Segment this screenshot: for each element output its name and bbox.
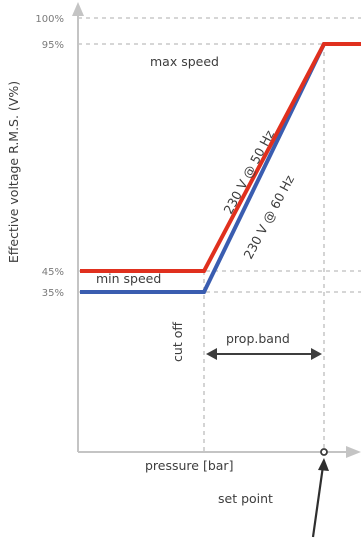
x-axis-label: pressure [bar] (145, 458, 233, 473)
series-line-60hz (80, 42, 361, 294)
set-point-pointer-head (318, 458, 329, 471)
set-point-pointer (311, 465, 325, 538)
max-speed-label: max speed (150, 54, 219, 69)
y-axis-arrowhead (72, 2, 84, 16)
prop-band-label: prop.band (226, 331, 290, 346)
y-tick-45: 45% (42, 267, 64, 278)
y-axis-label: Effective voltage R.M.S. (V%) (6, 81, 21, 263)
y-tick-100: 100% (35, 14, 64, 25)
y-tick-35: 35% (42, 288, 64, 299)
prop-band-arrowhead-right (311, 348, 322, 360)
cut-off-label: cut off (170, 322, 185, 362)
min-speed-label: min speed (96, 271, 161, 286)
y-tick-95: 95% (42, 40, 64, 51)
series-line-50hz (80, 42, 361, 273)
set-point-label: set point (218, 491, 273, 506)
set-point-marker (320, 448, 328, 456)
prop-band-arrowhead-left (206, 348, 217, 360)
x-axis-arrowhead (346, 446, 361, 458)
